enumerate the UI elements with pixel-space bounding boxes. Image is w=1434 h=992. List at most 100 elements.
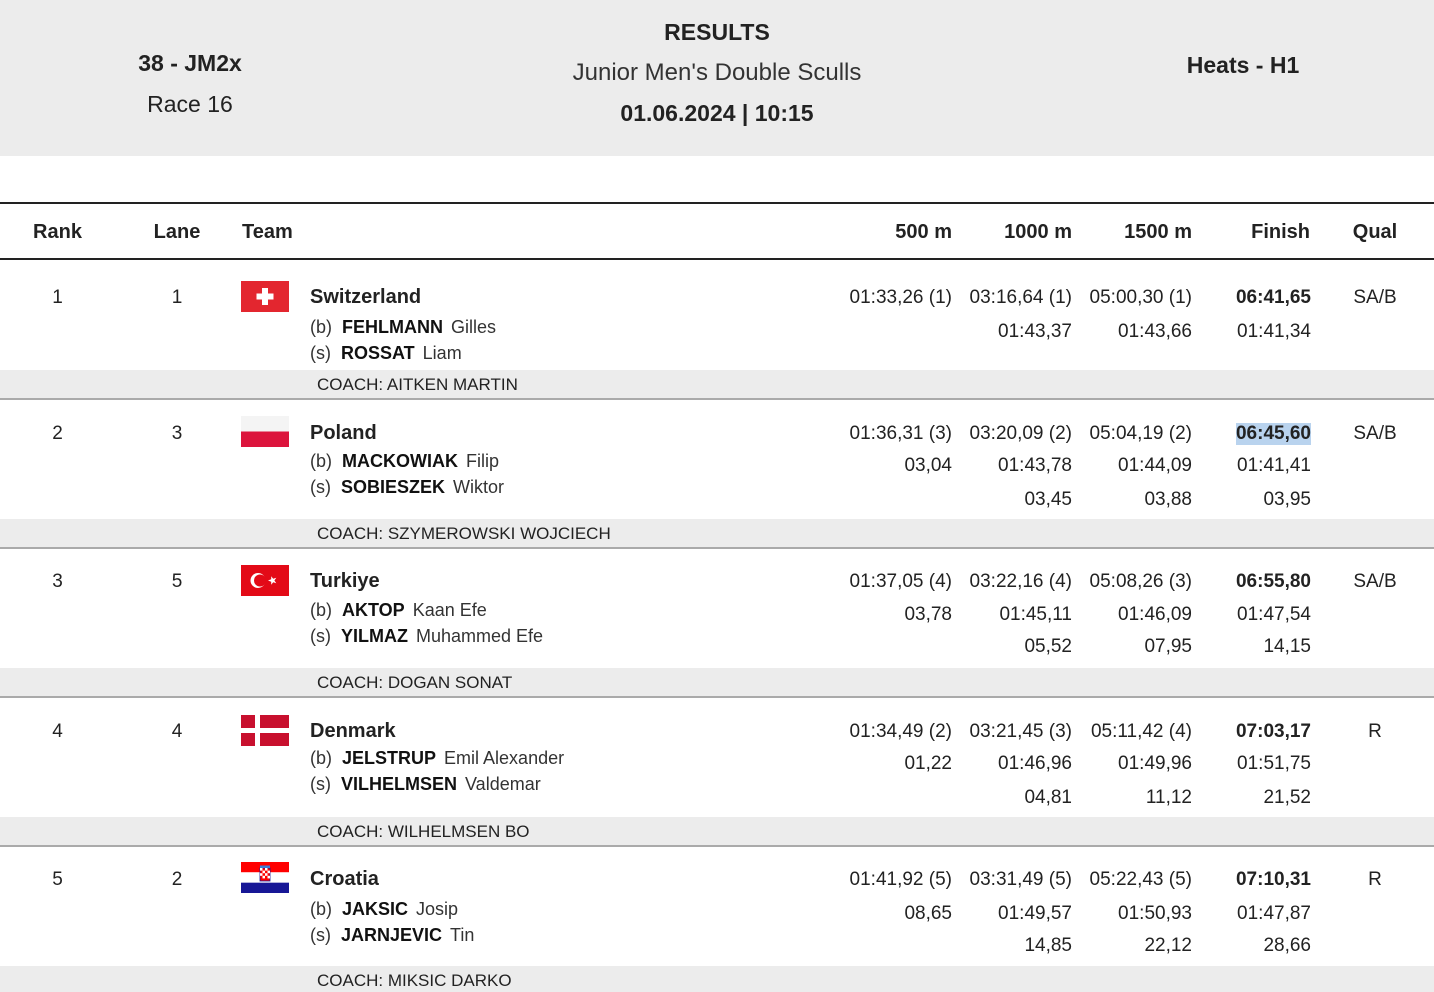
rank-cell: 4 (52, 721, 63, 742)
time-1500m: 05:22,43 (5) (1089, 869, 1192, 890)
coach-bar: COACH: AITKEN MARTIN (0, 370, 1434, 400)
seat-role: (s) (310, 774, 331, 794)
seat-role: (s) (310, 925, 331, 945)
time-1000m: 03:20,09 (2) (969, 423, 1072, 444)
lane-cell: 4 (171, 721, 183, 742)
split-finish: 01:41,34 (1237, 321, 1311, 342)
bow-rower: (b) JAKSIC Josip (310, 899, 458, 920)
seat-role: (s) (310, 477, 331, 497)
time-1000m: 03:21,45 (3) (969, 721, 1072, 742)
rower-last-name: JAKSIC (342, 899, 409, 919)
split-finish: 01:41,41 (1237, 455, 1311, 476)
race-number: Race 16 (147, 91, 233, 117)
rower-first-name: Muhammed Efe (416, 626, 544, 646)
gap-finish: 14,15 (1263, 636, 1311, 657)
poland-flag-icon (241, 416, 289, 447)
time-500m: 01:37,05 (4) (849, 571, 952, 592)
split-1500m: 01:44,09 (1118, 455, 1192, 476)
coach-bar: COACH: SZYMEROWSKI WOJCIECH (0, 519, 1434, 549)
team-name: Croatia (310, 868, 379, 890)
croatia-flag-icon (241, 862, 289, 893)
table-row: 3 5 Turkiye (b) AKTOP Kaan Efe (s) YILMAZ Mu… (0, 550, 1434, 699)
gap-1500m: 07,95 (1144, 636, 1192, 657)
rower-last-name: YILMAZ (341, 626, 408, 646)
split-1500m: 01:49,96 (1118, 753, 1192, 774)
rower-first-name: Wiktor (453, 477, 505, 497)
gap-500m: 08,65 (904, 903, 952, 924)
rank-cell: 5 (52, 869, 63, 890)
stroke-rower: (s) VILHELMSEN Valdemar (310, 774, 541, 795)
coach-name: COACH: SZYMEROWSKI WOJCIECH (317, 524, 611, 543)
table-row: 2 3 Poland (b) MACKOWIAK Filip (s) SOBIESZE… (0, 401, 1434, 550)
split-1500m: 01:46,09 (1118, 604, 1192, 625)
rower-first-name: Kaan Efe (412, 600, 487, 620)
race-phase: Heats - H1 (1186, 52, 1300, 78)
time-1500m: 05:00,30 (1) (1089, 287, 1192, 308)
table-row: 4 4 Denmark (b) JELSTRUP Emil Alexander (s… (0, 699, 1434, 848)
split-1500m: 01:50,93 (1118, 903, 1192, 924)
finish-time: 07:03,17 (1235, 721, 1311, 742)
qualification: SA/B (1353, 571, 1397, 592)
rank-cell: 1 (52, 287, 63, 308)
rower-first-name: Tin (450, 925, 475, 945)
lane-cell: 3 (171, 423, 183, 444)
gap-500m: 01,22 (904, 753, 952, 774)
coach-bar: COACH: MIKSIC DARKO (0, 966, 1434, 992)
results-header: 38 - JM2x Race 16 RESULTS Junior Men's D… (0, 0, 1434, 156)
coach-name: COACH: DOGAN SONAT (317, 673, 513, 692)
time-1000m: 03:22,16 (4) (969, 571, 1072, 592)
split-1000m: 01:46,96 (998, 753, 1072, 774)
seat-role: (b) (310, 600, 332, 620)
team-name: Switzerland (310, 286, 422, 308)
rower-last-name: JARNJEVIC (341, 925, 443, 945)
coach-name: COACH: AITKEN MARTIN (317, 375, 518, 394)
turkey-flag-icon (241, 565, 289, 596)
stroke-rower: (s) ROSSAT Liam (310, 343, 462, 364)
finish-time: 06:45,60 (1235, 423, 1311, 445)
qualification: SA/B (1353, 423, 1397, 444)
rank-cell: 2 (52, 423, 63, 444)
table-header: Rank Lane Team 500 m 1000 m 1500 m Finis… (0, 202, 1434, 260)
coach-bar: COACH: WILHELMSEN BO (0, 817, 1434, 847)
gap-1500m: 11,12 (1145, 787, 1192, 808)
bow-rower: (b) FEHLMANN Gilles (310, 317, 496, 338)
finish-time: 06:55,80 (1235, 571, 1311, 592)
split-finish: 01:51,75 (1237, 753, 1311, 774)
coach-name: COACH: WILHELMSEN BO (317, 822, 530, 841)
rower-last-name: FEHLMANN (342, 317, 443, 337)
gap-500m: 03,04 (904, 455, 952, 476)
coach-name: COACH: MIKSIC DARKO (317, 971, 512, 990)
stroke-rower: (s) SOBIESZEK Wiktor (310, 477, 504, 498)
rower-first-name: Josip (416, 899, 459, 919)
split-1500m: 01:43,66 (1118, 321, 1192, 342)
seat-role: (b) (310, 451, 332, 471)
rower-last-name: ROSSAT (341, 343, 415, 363)
stroke-rower: (s) JARNJEVIC Tin (310, 925, 474, 946)
rower-last-name: JELSTRUP (342, 748, 437, 768)
split-finish: 01:47,54 (1237, 604, 1311, 625)
lane-cell: 1 (171, 287, 183, 308)
event-code: 38 - JM2x (138, 50, 242, 76)
gap-1000m: 04,81 (1024, 787, 1072, 808)
qualification: SA/B (1353, 287, 1397, 308)
lane-cell: 5 (171, 571, 183, 592)
finish-time: 06:41,65 (1235, 287, 1311, 308)
seat-role: (b) (310, 899, 332, 919)
split-1000m: 01:43,78 (998, 455, 1072, 476)
finish-time: 07:10,31 (1235, 869, 1311, 890)
col-qual: Qual (1352, 221, 1398, 243)
time-1000m: 03:16,64 (1) (969, 287, 1072, 308)
rower-last-name: VILHELMSEN (341, 774, 458, 794)
rank-cell: 3 (52, 571, 63, 592)
col-500m: 500 m (895, 221, 952, 243)
denmark-flag-icon (241, 715, 289, 746)
gap-1500m: 22,12 (1144, 935, 1192, 956)
rower-first-name: Filip (465, 451, 499, 471)
col-1000m: 1000 m (1004, 221, 1072, 243)
seat-role: (b) (310, 748, 332, 768)
gap-finish: 21,52 (1263, 787, 1311, 808)
lane-cell: 2 (171, 869, 183, 890)
team-name: Denmark (310, 720, 396, 742)
time-500m: 01:33,26 (1) (849, 287, 952, 308)
seat-role: (b) (310, 317, 332, 337)
